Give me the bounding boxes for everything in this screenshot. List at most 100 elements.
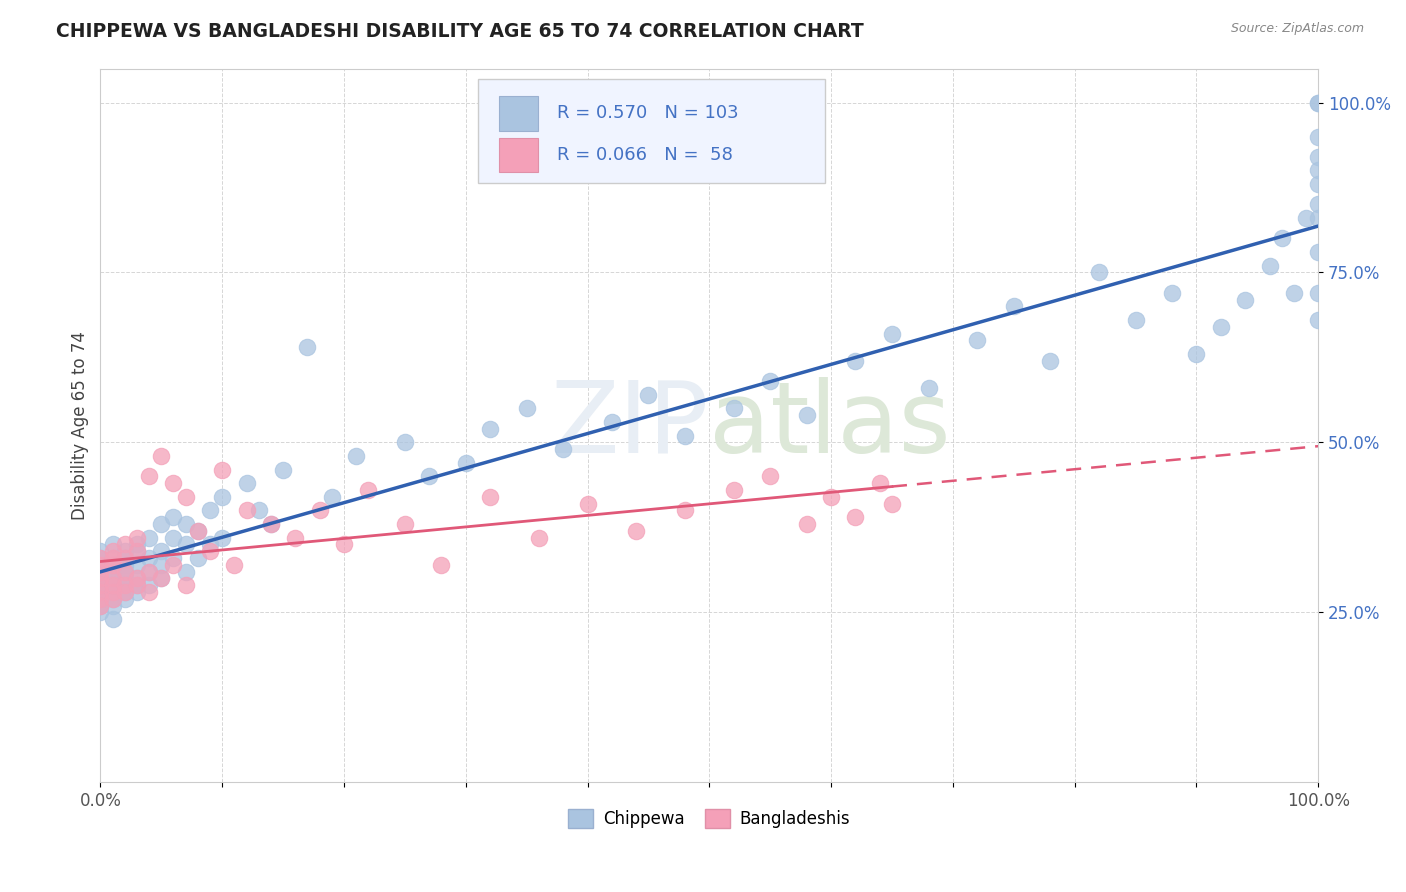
Point	[101, 551, 124, 566]
Text: atlas: atlas	[709, 377, 950, 474]
Point	[89, 558, 111, 572]
Point	[114, 544, 136, 558]
Point	[150, 558, 173, 572]
Point	[174, 516, 197, 531]
Point	[138, 531, 160, 545]
Point	[247, 503, 270, 517]
Text: R = 0.570   N = 103: R = 0.570 N = 103	[557, 103, 738, 122]
Point	[224, 558, 246, 572]
Point	[89, 551, 111, 566]
Text: R = 0.066   N =  58: R = 0.066 N = 58	[557, 146, 733, 164]
Point	[89, 585, 111, 599]
Point	[1308, 211, 1330, 225]
FancyBboxPatch shape	[499, 137, 537, 172]
Point	[101, 591, 124, 606]
FancyBboxPatch shape	[499, 96, 537, 130]
Point	[101, 571, 124, 585]
Point	[759, 374, 782, 388]
Point	[101, 558, 124, 572]
Point	[89, 599, 111, 613]
Point	[125, 585, 148, 599]
Point	[1234, 293, 1257, 307]
Point	[89, 585, 111, 599]
Point	[1308, 129, 1330, 144]
Point	[174, 537, 197, 551]
Point	[89, 606, 111, 620]
Text: CHIPPEWA VS BANGLADESHI DISABILITY AGE 65 TO 74 CORRELATION CHART: CHIPPEWA VS BANGLADESHI DISABILITY AGE 6…	[56, 22, 865, 41]
Point	[114, 578, 136, 592]
Point	[1308, 95, 1330, 110]
Point	[89, 571, 111, 585]
Point	[150, 544, 173, 558]
Point	[869, 476, 891, 491]
Point	[723, 401, 745, 416]
Point	[1308, 177, 1330, 191]
Legend: Chippewa, Bangladeshis: Chippewa, Bangladeshis	[561, 802, 858, 835]
Point	[89, 571, 111, 585]
Point	[114, 585, 136, 599]
Point	[125, 544, 148, 558]
Point	[114, 591, 136, 606]
Point	[1308, 285, 1330, 300]
Point	[101, 599, 124, 613]
Point	[637, 388, 659, 402]
Point	[600, 415, 623, 429]
Point	[211, 531, 233, 545]
Point	[394, 435, 416, 450]
Point	[138, 565, 160, 579]
Point	[198, 537, 221, 551]
Point	[101, 585, 124, 599]
Point	[162, 558, 184, 572]
Point	[357, 483, 380, 497]
FancyBboxPatch shape	[478, 79, 825, 183]
Point	[138, 469, 160, 483]
Point	[162, 551, 184, 566]
Point	[723, 483, 745, 497]
Point	[89, 591, 111, 606]
Point	[138, 578, 160, 592]
Point	[114, 578, 136, 592]
Point	[1308, 313, 1330, 327]
Point	[284, 531, 307, 545]
Point	[89, 565, 111, 579]
Point	[626, 524, 648, 538]
Point	[1209, 319, 1232, 334]
Point	[89, 551, 111, 566]
Point	[759, 469, 782, 483]
Point	[89, 578, 111, 592]
Point	[89, 565, 111, 579]
Point	[271, 462, 294, 476]
Text: ZIP: ZIP	[551, 377, 709, 474]
Point	[321, 490, 343, 504]
Point	[101, 565, 124, 579]
Point	[125, 537, 148, 551]
Point	[101, 612, 124, 626]
Point	[479, 422, 502, 436]
Point	[125, 578, 148, 592]
Point	[576, 497, 599, 511]
Point	[1308, 163, 1330, 178]
Point	[125, 531, 148, 545]
Point	[235, 476, 257, 491]
Point	[673, 503, 696, 517]
Point	[1271, 231, 1294, 245]
Point	[187, 524, 209, 538]
Point	[880, 326, 903, 341]
Point	[114, 558, 136, 572]
Point	[114, 551, 136, 566]
Point	[198, 503, 221, 517]
Point	[844, 510, 866, 524]
Point	[101, 551, 124, 566]
Point	[89, 578, 111, 592]
Point	[1185, 347, 1208, 361]
Point	[333, 537, 356, 551]
Point	[125, 571, 148, 585]
Point	[1308, 95, 1330, 110]
Point	[187, 524, 209, 538]
Point	[211, 462, 233, 476]
Point	[114, 537, 136, 551]
Point	[150, 516, 173, 531]
Point	[150, 449, 173, 463]
Point	[1308, 245, 1330, 260]
Point	[796, 516, 818, 531]
